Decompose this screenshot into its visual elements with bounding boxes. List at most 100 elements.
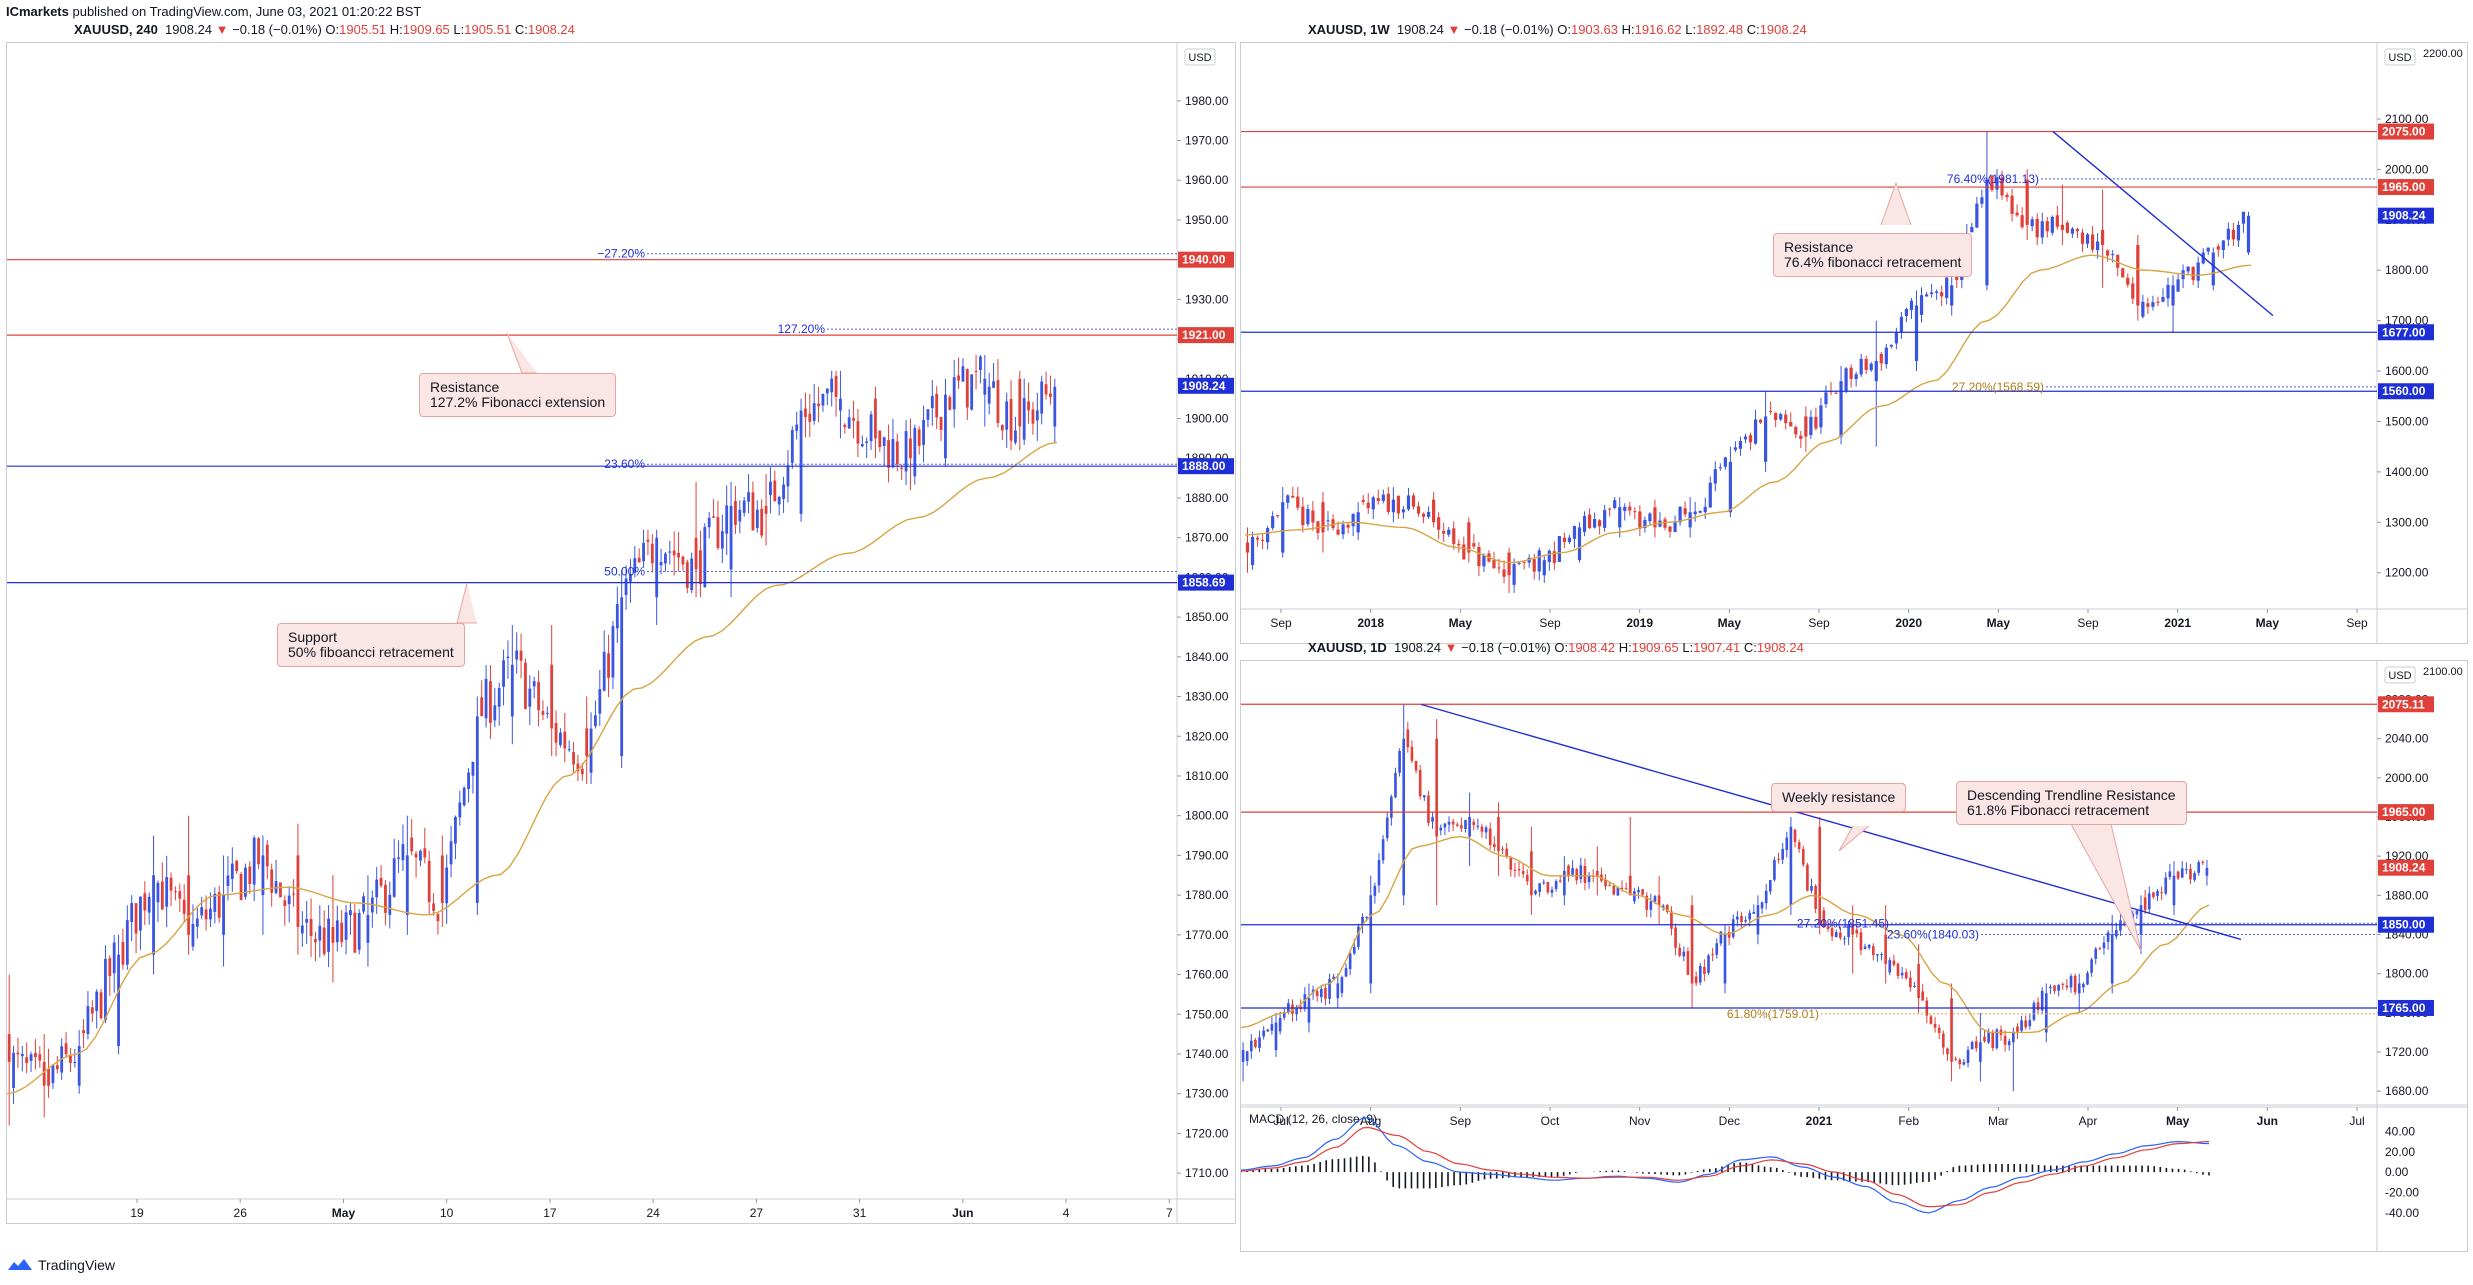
w1-candle-body (1713, 469, 1717, 484)
note-trendline-resistance[interactable]: Descending Trendline Resistance 61.8% Fi… (1956, 781, 2187, 825)
h4-candle-body (782, 484, 785, 499)
w1-currency-badge (2384, 48, 2416, 66)
h4-fib-label: −27.20% (597, 247, 645, 261)
w1-candle-body (2015, 212, 2019, 216)
d1-candle-body (1274, 1022, 1278, 1051)
w1-candle-body (1743, 436, 1748, 440)
w1-candle-body (1396, 495, 1401, 514)
w1-candle-body (1306, 508, 1310, 525)
d1-candle-body (1521, 871, 1525, 874)
w1-candle-body (1522, 561, 1526, 563)
h4-candle-body (594, 715, 597, 726)
h4-candle-body (821, 393, 825, 406)
h4-candle-body (646, 539, 650, 542)
h4-candle-body (296, 855, 300, 927)
h4-candle-body (121, 941, 125, 965)
d1-candle-body (2028, 1020, 2032, 1027)
w1-candle-body (1266, 528, 1270, 543)
w1-candle-body (1879, 353, 1883, 364)
d1-candle-body (1270, 1024, 1274, 1031)
d1-xlabel: Apr (2079, 1114, 2098, 1128)
w1-xlabel: 2020 (1895, 616, 1922, 630)
h4-candle-body (935, 393, 939, 418)
h4-candle-body (90, 1007, 94, 1014)
h4-candle-body (169, 877, 173, 891)
w1-level-label: 2075.00 (2382, 125, 2426, 139)
h4-price: 1908.24 (165, 22, 213, 37)
macd-label: MACD (12, 26, close, 9) (1249, 1112, 1377, 1126)
d1-candle-body (1435, 738, 1438, 837)
note-resistance-127[interactable]: Resistance 127.2% Fibonacci extension (419, 373, 617, 417)
w1-candle-body (1955, 275, 1959, 280)
h4-candle-body (147, 896, 151, 913)
w1-candle-body (1673, 522, 1677, 533)
d1-candle-body (1723, 934, 1727, 984)
h4-low: 1905.51 (464, 22, 512, 37)
w1-candle-body (2126, 277, 2130, 285)
w1-tick-label: 2100.00 (2385, 112, 2429, 126)
h4-candle-body (904, 431, 908, 472)
w1-candle-body (1432, 499, 1436, 523)
publisher-name[interactable]: ICmarkets (6, 4, 69, 19)
h4-candle-body (47, 1068, 50, 1086)
d1-change: −0.18 (−0.01%) (1461, 640, 1551, 655)
d1-candle-body (2012, 1032, 2015, 1043)
note-support-50[interactable]: Support 50% fiboancci retracement (277, 623, 465, 667)
h4-candle-body (405, 855, 409, 915)
d1-candle-body (1422, 795, 1426, 798)
d1-candle-body (1756, 905, 1760, 935)
h4-tick-label: 1980.00 (1185, 94, 1229, 108)
note-weekly-resistance[interactable]: Weekly resistance (1771, 783, 1907, 812)
h4-level-tag (1178, 327, 1234, 344)
footer-brand[interactable]: TradingView (8, 1257, 115, 1273)
d1-xlabel: Jul (2349, 1114, 2364, 1128)
macd-tick-label: 20.00 (2385, 1145, 2415, 1159)
d1-level-tag (2378, 999, 2434, 1016)
h4-candle-body (344, 912, 348, 940)
d1-candle-body (1534, 890, 1537, 895)
d1-candle-body (1694, 976, 1698, 984)
h4-xlabel: 26 (234, 1206, 248, 1220)
d1-candle-body (1785, 837, 1789, 851)
w1-candle-body (1748, 435, 1753, 443)
chart-panel-h4[interactable]: USD 1980.00 1970.00 1960.00 1950.00 1940.00 19… (6, 42, 1236, 1224)
h4-candle-body (436, 914, 440, 922)
d1-candle-body (1674, 927, 1677, 948)
h4-candle-body (572, 752, 575, 765)
d1-candle-body (2069, 976, 2073, 988)
h4-candle-body (139, 896, 142, 931)
h4-candle-body (156, 882, 160, 903)
h4-candle-body (738, 509, 742, 522)
d1-candle-body (1501, 848, 1504, 850)
w1-candle-body (1296, 496, 1300, 508)
chart-panel-d1[interactable]: USD2100.002080.002040.002000.001960.0019… (1240, 660, 2468, 1252)
d1-candle-body (1558, 880, 1562, 882)
note-resistance-76[interactable]: Resistance 76.4% fibonacci retracement (1773, 233, 1973, 277)
chart-panel-w1[interactable]: USD2200.002100.002000.001900.001800.0017… (1240, 42, 2468, 644)
h4-candle-body (882, 437, 886, 446)
d1-tick-label: 2000.00 (2385, 771, 2429, 785)
w1-candle-body (2151, 302, 2155, 307)
d1-tick-top: 2100.00 (2423, 666, 2463, 678)
h4-candle-body (42, 1061, 46, 1086)
d1-candle-body (1818, 826, 1822, 925)
chart-w1[interactable]: USD2200.002100.002000.001900.001800.0017… (1241, 43, 2467, 643)
d1-candle-body (1946, 1048, 1949, 1055)
d1-candle-body (2197, 862, 2201, 873)
d1-candle-body (1262, 1030, 1265, 1037)
h4-candle-body (987, 386, 991, 404)
d1-candle-body (2180, 868, 2184, 878)
w1-candle-body (2186, 266, 2190, 272)
d1-candle-body (1455, 824, 1459, 826)
w1-fib-label: 76.40%(1981.13) (1947, 172, 2039, 186)
chart-h4[interactable]: USD 1980.00 1970.00 1960.00 1950.00 1940.00 19… (7, 43, 1235, 1223)
h4-candle-body (506, 656, 510, 659)
h4-candle-body (528, 688, 532, 707)
w1-candle-body (1452, 528, 1456, 544)
chart-d1[interactable]: USD2100.002080.002040.002000.001960.0019… (1241, 661, 2467, 1251)
d1-note-pointer (2070, 823, 2142, 952)
h4-candle-body (585, 728, 589, 757)
d1-candle-body (1587, 876, 1591, 883)
d1-tick-label: 1720.00 (2385, 1045, 2429, 1059)
h4-candle-body (637, 557, 641, 563)
